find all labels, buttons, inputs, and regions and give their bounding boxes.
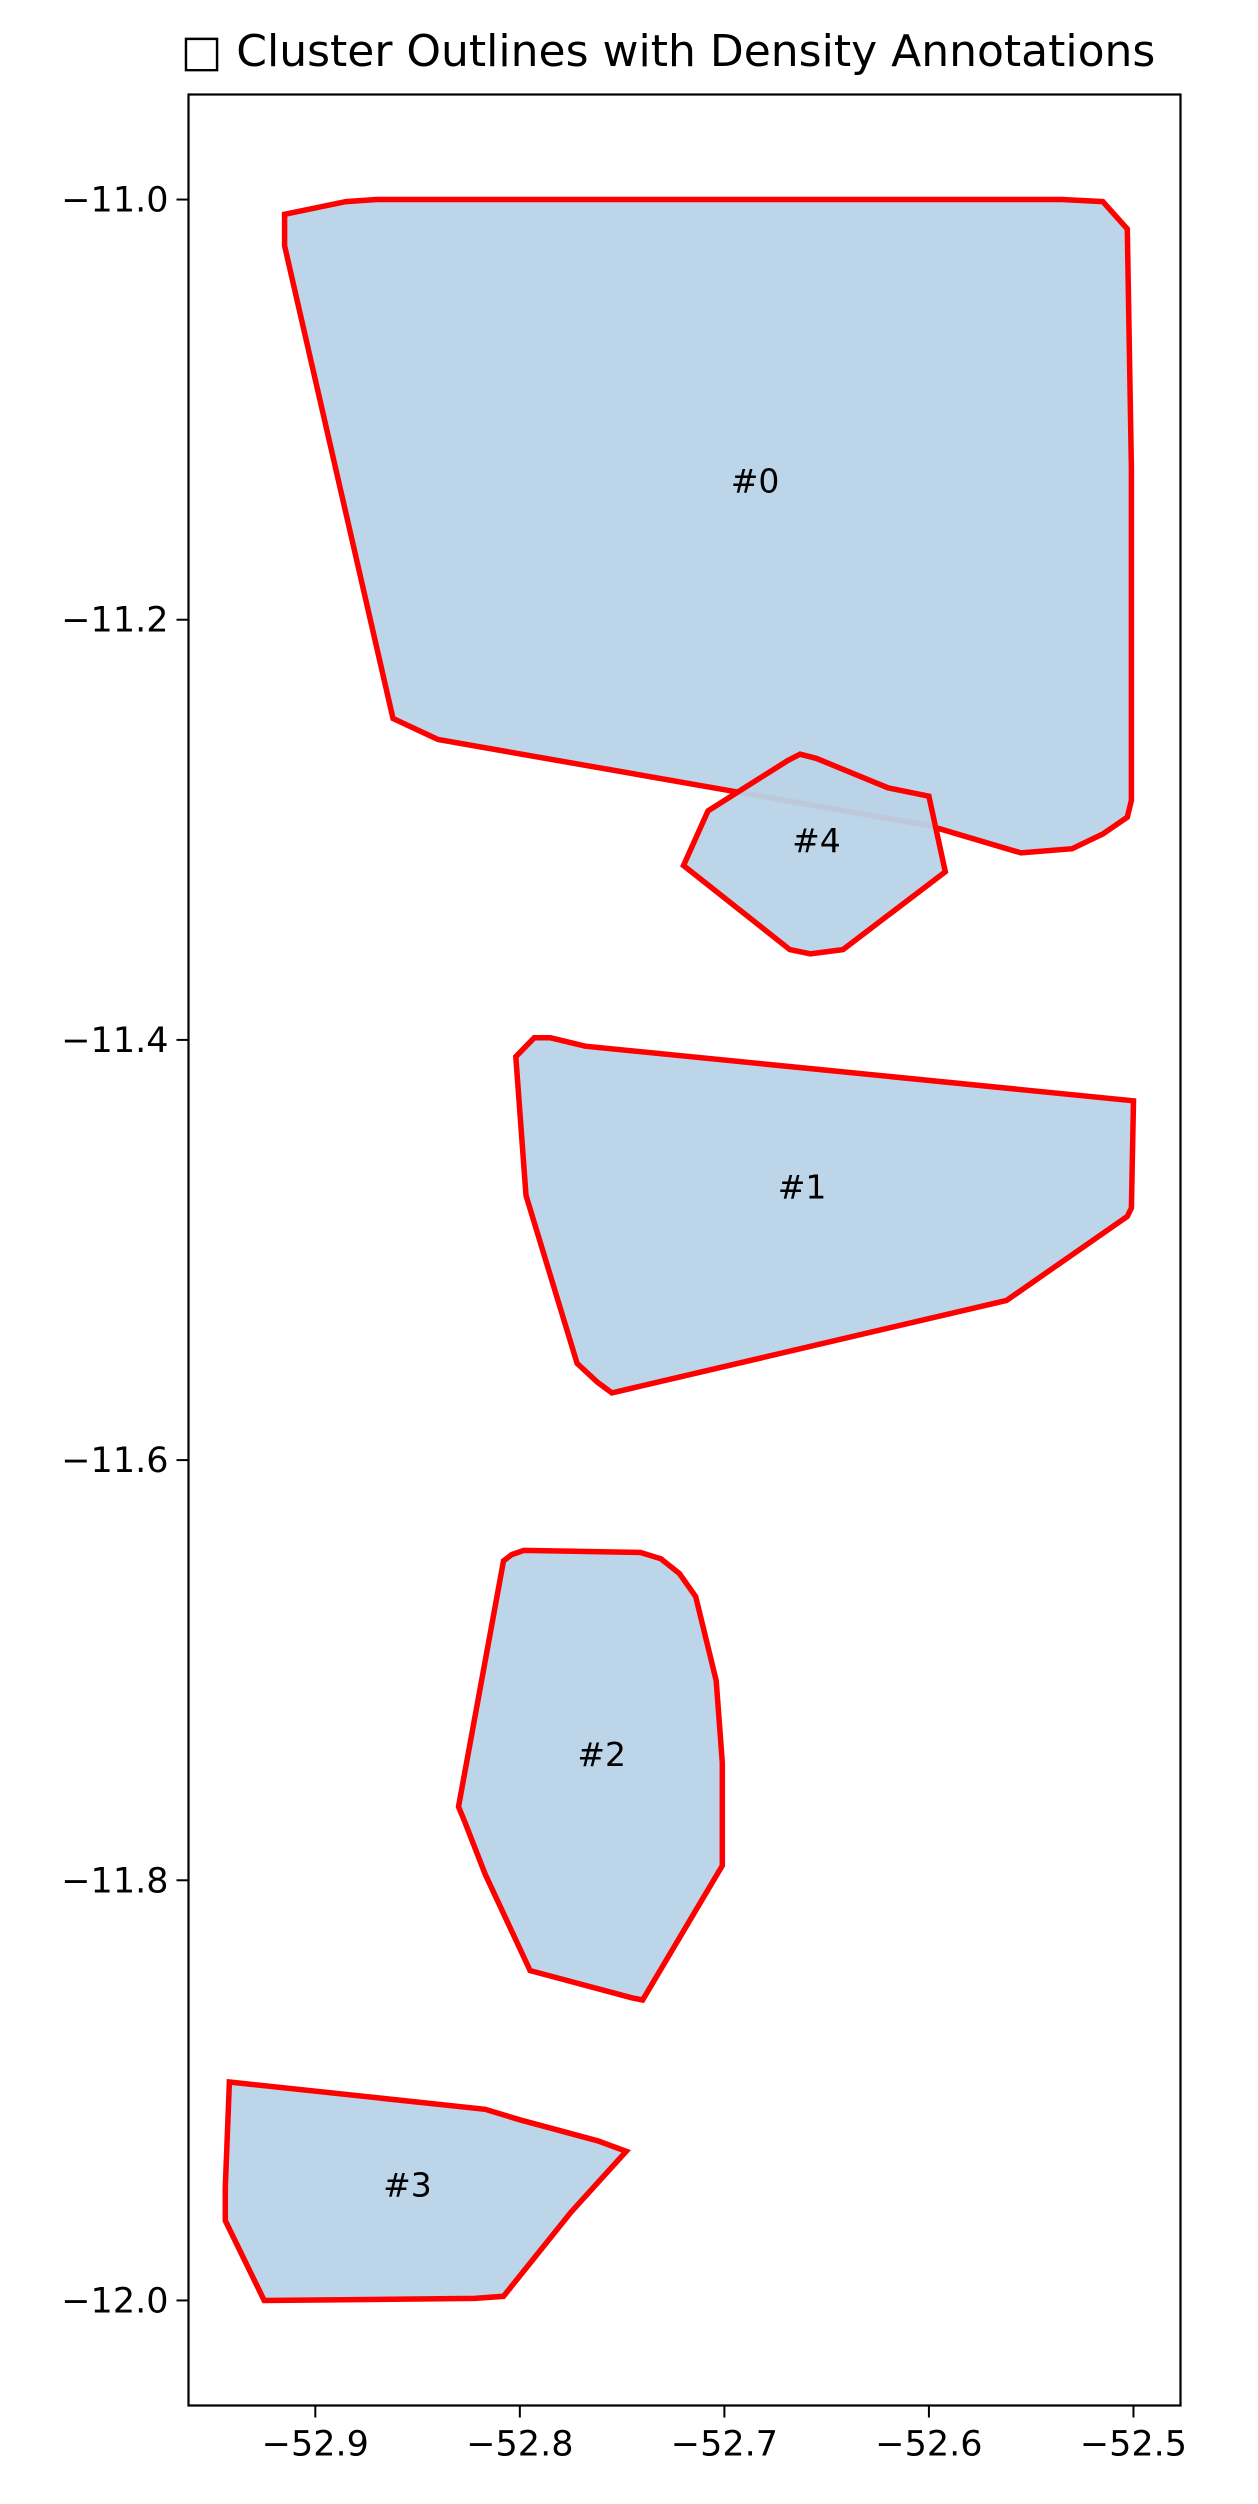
cluster-label-0: #0: [731, 462, 780, 501]
cluster-label-4: #3: [383, 2166, 432, 2205]
cluster-labels: #0 #4 #1 #2 #3: [383, 462, 841, 2205]
cluster-polygons: [222, 196, 1137, 2304]
cluster-outline-3: [455, 1547, 726, 2004]
y-tick-label: −11.2: [61, 601, 168, 641]
x-axis: −52.9 −52.8 −52.7 −52.6 −52.5: [262, 2405, 1187, 2465]
chart-title: □ Cluster Outlines with Density Annotati…: [181, 26, 1156, 77]
cluster-label-2: #1: [778, 1168, 827, 1207]
cluster-label-1: #4: [792, 821, 841, 860]
y-tick-label: −11.4: [61, 1021, 168, 1061]
axes-frame: [187, 93, 1182, 2407]
x-tick-label: −52.5: [1080, 2425, 1187, 2465]
cluster-outline-2: [512, 1035, 1137, 1396]
x-tick-label: −52.6: [875, 2425, 982, 2465]
cluster-outline-4: [222, 2078, 631, 2304]
y-tick-label: −11.8: [61, 1861, 168, 1901]
x-tick-label: −52.7: [671, 2425, 778, 2465]
y-tick-label: −12.0: [61, 2281, 168, 2321]
y-axis: −11.0 −11.2 −11.4 −11.6 −11.8 −12.0: [61, 181, 189, 2321]
y-tick-label: −11.0: [61, 181, 168, 221]
y-tick-label: −11.6: [61, 1441, 168, 1481]
x-tick-label: −52.8: [466, 2425, 573, 2465]
x-tick-label: −52.9: [262, 2425, 369, 2465]
cluster-outline-0: [281, 196, 1135, 856]
cluster-outline-1: [680, 751, 949, 957]
cluster-label-3: #2: [577, 1735, 626, 1774]
